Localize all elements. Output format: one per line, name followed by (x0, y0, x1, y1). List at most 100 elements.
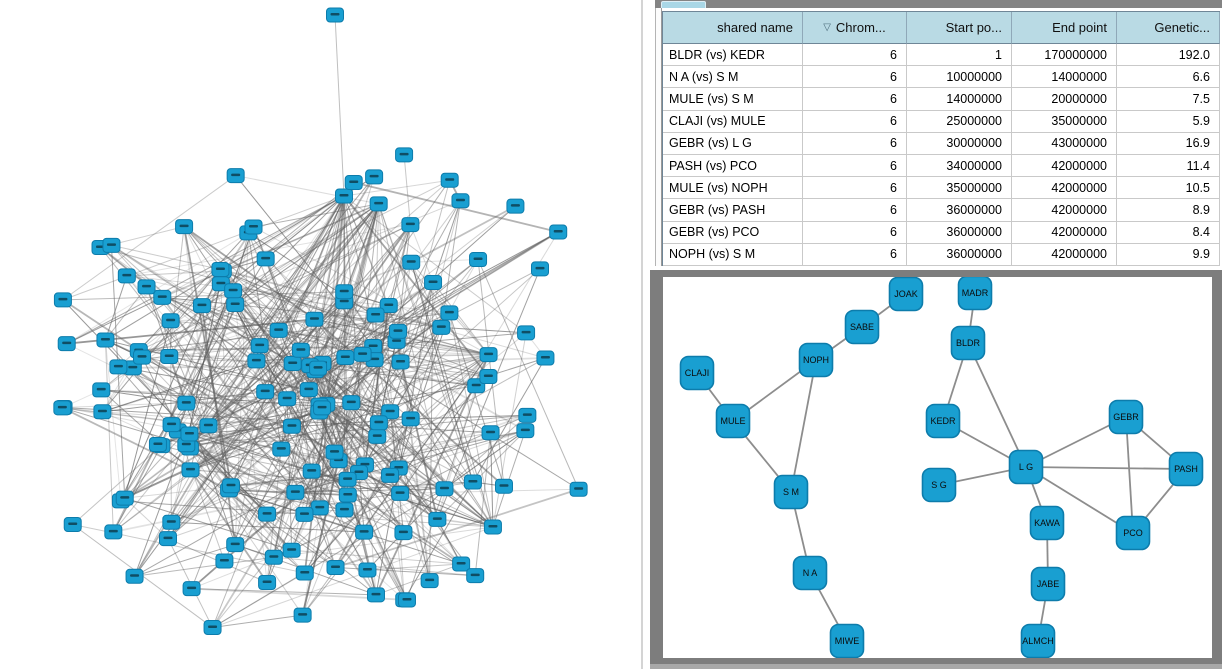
network-node-PCO[interactable]: PCO (1115, 515, 1151, 551)
network-node[interactable] (335, 188, 353, 204)
network-edge-BLDR-L G[interactable] (967, 342, 1027, 468)
network-node[interactable] (104, 524, 123, 540)
table-cell[interactable]: 16.9 (1117, 132, 1220, 155)
table-cell[interactable]: 6.6 (1117, 66, 1220, 89)
network-node-GEBR[interactable]: GEBR (1108, 399, 1144, 435)
network-node[interactable] (379, 298, 398, 314)
network-node[interactable] (494, 478, 513, 494)
network-node[interactable] (428, 511, 447, 527)
network-node-NOPH[interactable]: NOPH (798, 342, 834, 378)
network-node[interactable] (293, 607, 312, 623)
network-node[interactable] (326, 7, 344, 23)
table-cell[interactable]: 35000000 (907, 177, 1012, 200)
network-node[interactable] (291, 342, 310, 358)
network-node[interactable] (313, 400, 332, 416)
column-header-2[interactable]: ▽ Chrom... (803, 12, 907, 44)
network-node[interactable] (391, 485, 410, 501)
network-node[interactable] (305, 311, 324, 327)
network-node-MADR[interactable]: MADR (957, 277, 993, 311)
table-cell[interactable]: BLDR (vs) KEDR (663, 44, 803, 67)
large-network-canvas[interactable] (0, 0, 641, 669)
network-node[interactable] (440, 305, 459, 321)
column-header-3[interactable]: Start po... (907, 12, 1012, 44)
network-node[interactable] (258, 506, 277, 522)
table-cell[interactable]: CLAJI (vs) MULE (663, 110, 803, 133)
network-node[interactable] (117, 268, 136, 284)
table-row[interactable]: GEBR (vs) PCO 6 36000000 42000000 8.4 (663, 221, 1220, 244)
network-edge-NOPH-S M[interactable] (790, 359, 817, 493)
network-node[interactable] (338, 471, 357, 487)
network-edge-L G-PASH[interactable] (1025, 466, 1187, 470)
network-node[interactable] (57, 336, 76, 352)
table-cell[interactable]: 36000000 (907, 199, 1012, 222)
network-node[interactable] (162, 514, 181, 530)
network-node[interactable] (153, 289, 172, 305)
network-node[interactable] (63, 517, 82, 533)
table-cell[interactable]: 8.4 (1117, 221, 1220, 244)
column-header-1[interactable]: shared name (663, 12, 803, 44)
table-cell[interactable]: 9.9 (1117, 243, 1220, 266)
network-node[interactable] (221, 478, 240, 494)
network-node[interactable] (203, 620, 222, 636)
table-cell[interactable]: 192.0 (1117, 44, 1220, 67)
network-node[interactable] (53, 292, 72, 308)
network-node[interactable] (516, 423, 535, 439)
table-row[interactable]: GEBR (vs) L G 6 30000000 43000000 16.9 (663, 132, 1220, 155)
network-edge-L G-PCO[interactable] (1025, 466, 1134, 534)
network-node-L G[interactable]: L G (1008, 449, 1044, 485)
network-node[interactable] (299, 382, 318, 398)
network-node[interactable] (278, 391, 297, 407)
network-node[interactable] (335, 502, 354, 518)
network-node-CLAJI[interactable]: CLAJI (679, 355, 715, 391)
network-node[interactable] (269, 322, 288, 338)
network-node-MULE[interactable]: MULE (715, 403, 751, 439)
table-row[interactable]: NOPH (vs) S M 6 36000000 42000000 9.9 (663, 243, 1220, 266)
table-cell[interactable]: 36000000 (907, 243, 1012, 266)
table-cell[interactable]: 6 (803, 66, 907, 89)
network-node[interactable] (256, 251, 275, 267)
table-tab[interactable] (661, 1, 706, 8)
table-cell[interactable]: 20000000 (1012, 88, 1117, 111)
network-node[interactable] (53, 400, 72, 416)
network-node[interactable] (483, 519, 502, 535)
network-node[interactable] (365, 169, 384, 185)
table-cell[interactable]: 6 (803, 132, 907, 155)
network-node[interactable] (148, 437, 167, 453)
network-node[interactable] (295, 565, 314, 581)
table-cell[interactable]: 36000000 (907, 221, 1012, 244)
column-header-4[interactable]: End point (1012, 12, 1117, 44)
table-cell[interactable]: 10000000 (907, 66, 1012, 89)
network-node[interactable] (272, 441, 291, 457)
network-node[interactable] (394, 525, 413, 541)
table-cell[interactable]: 6 (803, 110, 907, 133)
network-node-KEDR[interactable]: KEDR (925, 403, 961, 439)
table-cell[interactable]: 35000000 (1012, 110, 1117, 133)
table-row[interactable]: BLDR (vs) KEDR 6 1 170000000 192.0 (663, 44, 1220, 67)
table-cell[interactable]: 42000000 (1012, 154, 1117, 178)
network-node[interactable] (182, 581, 201, 597)
network-node[interactable] (353, 346, 372, 362)
network-node[interactable] (282, 418, 301, 434)
network-node[interactable] (342, 395, 361, 411)
table-row[interactable]: CLAJI (vs) MULE 6 25000000 35000000 5.9 (663, 110, 1220, 133)
network-node[interactable] (440, 172, 459, 188)
table-cell[interactable]: 42000000 (1012, 243, 1117, 266)
network-node[interactable] (215, 553, 234, 569)
network-node[interactable] (211, 261, 230, 277)
network-node[interactable] (226, 297, 245, 313)
network-node-ALMCH[interactable]: ALMCH (1020, 623, 1056, 658)
network-node[interactable] (92, 382, 111, 398)
network-node[interactable] (326, 559, 345, 575)
network-node-JOAK[interactable]: JOAK (888, 277, 924, 312)
network-edge-GEBR-PCO[interactable] (1125, 416, 1134, 534)
network-node[interactable] (432, 319, 451, 335)
table-cell[interactable]: 25000000 (907, 110, 1012, 133)
table-row[interactable]: MULE (vs) NOPH 6 35000000 42000000 10.5 (663, 177, 1220, 200)
table-cell[interactable]: 8.9 (1117, 199, 1220, 222)
table-cell[interactable]: GEBR (vs) PCO (663, 221, 803, 244)
table-cell[interactable]: NOPH (vs) S M (663, 243, 803, 266)
network-node-PASH[interactable]: PASH (1168, 451, 1204, 487)
table-cell[interactable]: 43000000 (1012, 132, 1117, 155)
table-cell[interactable]: 10.5 (1117, 177, 1220, 200)
table-cell[interactable]: 1 (907, 44, 1012, 67)
